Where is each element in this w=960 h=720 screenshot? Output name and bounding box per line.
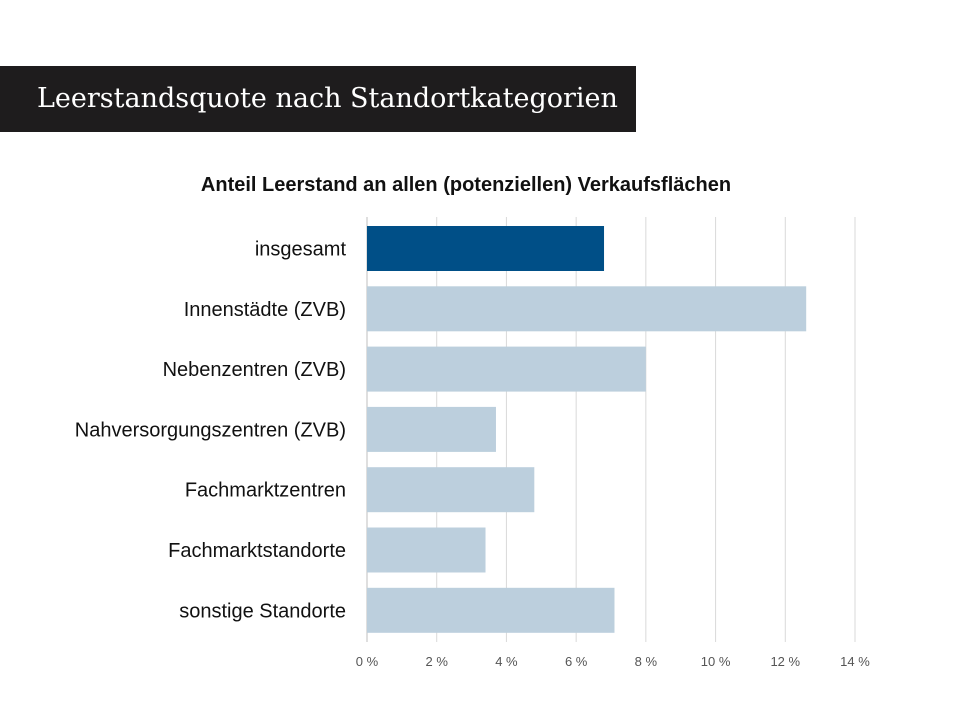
category-label: Innenstädte (ZVB)	[184, 299, 346, 321]
x-tick-label: 8 %	[635, 654, 658, 669]
x-tick-label: 0 %	[356, 654, 379, 669]
bar	[367, 527, 486, 573]
x-tick-label: 14 %	[840, 654, 870, 669]
category-label: Fachmarktstandorte	[168, 540, 346, 562]
bar	[367, 467, 535, 513]
chart-title: Anteil Leerstand an allen (potenziellen)…	[200, 174, 732, 196]
page-title: Leerstandsquote nach Standortkategorien	[37, 83, 618, 114]
category-label: Nebenzentren (ZVB)	[163, 359, 346, 381]
category-label: sonstige Standorte	[179, 600, 346, 622]
title-banner: Leerstandsquote nach Standortkategorien	[0, 66, 636, 132]
x-tick-label: 6 %	[565, 654, 588, 669]
category-label: insgesamt	[255, 239, 347, 261]
bar	[367, 286, 807, 332]
x-tick-label: 4 %	[495, 654, 518, 669]
bar	[367, 587, 615, 633]
bar	[367, 226, 605, 271]
x-tick-label: 12 %	[770, 654, 800, 669]
x-tick-label: 10 %	[701, 654, 731, 669]
bar	[367, 406, 496, 452]
category-label: Nahversorgungszentren (ZVB)	[75, 419, 346, 441]
x-tick-label: 2 %	[426, 654, 449, 669]
bar	[367, 346, 646, 392]
category-label: Fachmarktzentren	[185, 480, 346, 502]
